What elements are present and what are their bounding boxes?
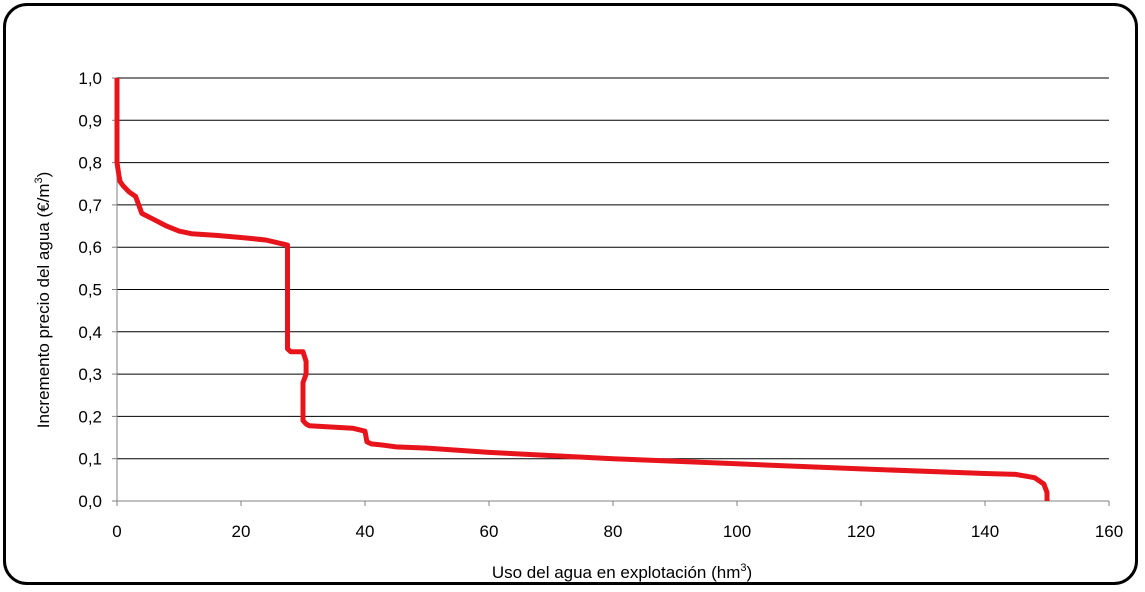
y-tick-label: 0,0 (78, 492, 102, 511)
x-tick-label: 40 (356, 522, 375, 541)
y-tick-label: 0,3 (78, 365, 102, 384)
y-tick-label: 0,5 (78, 281, 102, 300)
y-tick-label: 0,6 (78, 238, 102, 257)
x-tick-label: 120 (847, 522, 875, 541)
x-axis-title-tail: ) (747, 563, 753, 582)
x-tick-label: 0 (112, 522, 121, 541)
x-tick-label: 140 (971, 522, 999, 541)
y-tick-label: 0,1 (78, 450, 102, 469)
series-layer (114, 78, 1050, 501)
gridlines (117, 77, 1109, 460)
y-tick-label: 0,9 (78, 111, 102, 130)
y-axis-title-sup: 3 (33, 177, 45, 183)
y-axis-title-tail: ) (34, 172, 53, 178)
x-tick-labels: 0 20 40 60 80 100 120 140 160 (112, 522, 1123, 541)
x-tick-label: 100 (723, 522, 751, 541)
x-axis-title-main: Uso del agua en explotación (hm (492, 563, 741, 582)
series-line (114, 78, 1050, 501)
y-axis-title: Incremento precio del agua (€/m3) (33, 172, 53, 429)
y-tick-label: 0,2 (78, 407, 102, 426)
y-tick-label: 0,4 (78, 323, 102, 342)
x-tick-label: 60 (480, 522, 499, 541)
axes (112, 77, 1110, 506)
y-tick-labels: 0,0 0,1 0,2 0,3 0,4 0,5 0,6 0,7 0,8 0,9 1,0 (78, 69, 102, 511)
y-axis-title-main: Incremento precio del agua (€/m (34, 184, 53, 429)
y-tick-label: 1,0 (78, 69, 102, 88)
x-axis-title: Uso del agua en explotación (hm3) (492, 562, 752, 582)
y-tick-label: 0,8 (78, 154, 102, 173)
x-tick-label: 20 (232, 522, 251, 541)
x-tick-label: 160 (1095, 522, 1123, 541)
x-axis-title-sup: 3 (740, 562, 746, 574)
x-tick-label: 80 (604, 522, 623, 541)
y-tick-label: 0,7 (78, 196, 102, 215)
chart-frame (3, 3, 1138, 585)
